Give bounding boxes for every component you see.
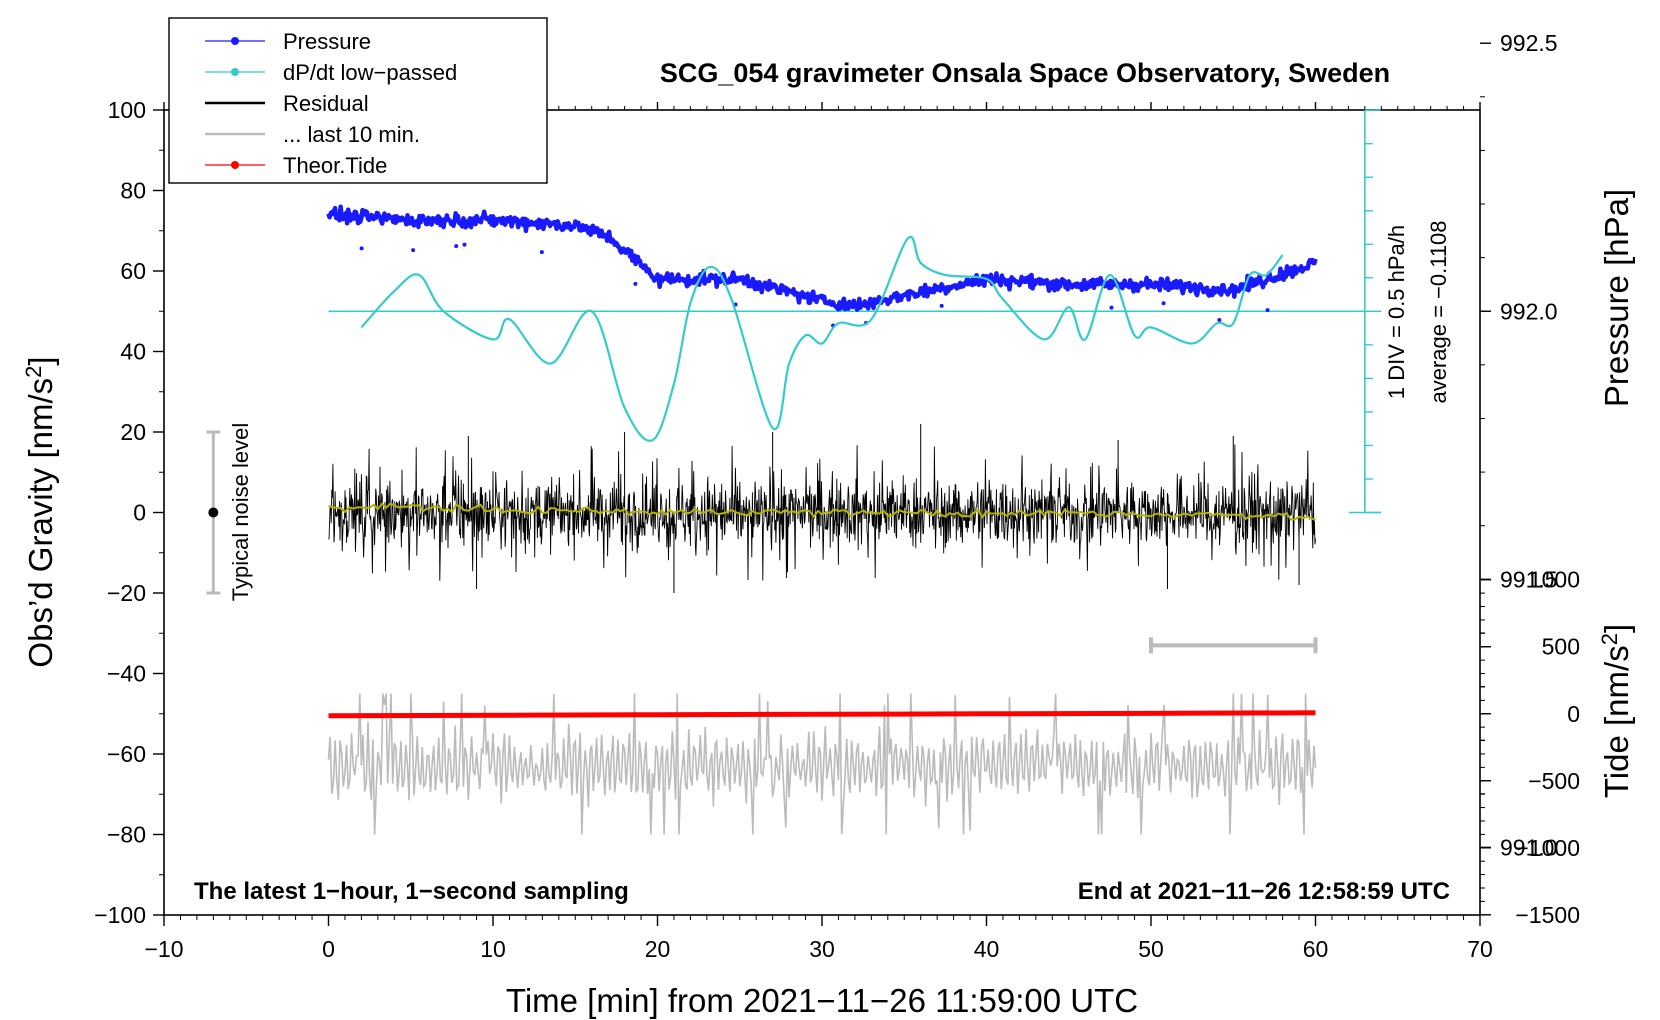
x-tick-label: −10 (144, 936, 183, 962)
pressure-outlier-dot (539, 250, 544, 255)
tide-tick-label: −500 (1528, 768, 1580, 794)
y-tick-label: −80 (107, 822, 146, 848)
y-tick-label: 60 (120, 258, 146, 284)
y-tick-label: 80 (120, 178, 146, 204)
legend: Pressure dP/dt low−passed Residual ... last… (168, 17, 548, 184)
corner-label-right: End at 2021−11−26 12:58:59 UTC (1078, 878, 1450, 905)
pressure-outlier-dot (1109, 305, 1114, 310)
pressure-outlier-dot (462, 242, 467, 247)
pressure-tick-label: 992.5 (1500, 30, 1558, 56)
y-tick-label: 40 (120, 339, 146, 365)
pressure-outlier-dot (1161, 301, 1166, 306)
x-axis-label: Time [min] from 2021−11−26 11:59:00 UTC (506, 982, 1138, 1019)
series-dpdt (360, 235, 1284, 442)
legend-label-1: dP/dt low−passed (283, 60, 457, 85)
tide-tick-label: 1000 (1529, 567, 1580, 593)
series-layer (206, 109, 1382, 835)
legend-label-2: Residual (283, 91, 369, 116)
x-tick-label: 50 (1138, 936, 1164, 962)
y-axis-label-tail: ] (22, 356, 59, 365)
legend-label-0: Pressure (283, 29, 371, 54)
legend-label-4: Theor.Tide (283, 153, 387, 178)
x-tick-label: 10 (480, 936, 506, 962)
y-axis-label-sup: 2 (21, 366, 46, 378)
pressure-tick-label: 991.5 (1500, 566, 1558, 592)
pressure-outlier-dot (939, 303, 944, 308)
legend-dot-4 (231, 161, 239, 169)
series-residual-smoothed (328, 502, 1316, 521)
y-tick-label: −40 (107, 661, 146, 687)
y-tick-label: −100 (94, 902, 146, 928)
tide-axis-label-sup: 2 (1597, 633, 1622, 645)
tide-axis-label-tail: ] (1598, 624, 1635, 633)
y-tick-label: −20 (107, 580, 146, 606)
legend-label-3: ... last 10 min. (283, 122, 420, 147)
x-tick-label: 40 (974, 936, 1000, 962)
corner-label-left: The latest 1−hour, 1−second sampling (194, 878, 629, 905)
pressure-tick-label: 992.0 (1500, 298, 1558, 324)
x-tick-label: 30 (809, 936, 835, 962)
series-last-10min (327, 693, 1317, 835)
pressure-tick-label: 991.0 (1500, 834, 1558, 860)
legend-dot-0 (231, 37, 239, 45)
dpdt-average-label: average = −0.1108 (1426, 220, 1451, 403)
y-tick-label: 0 (133, 500, 146, 526)
chart-title: SCG_054 gravimeter Onsala Space Observat… (660, 58, 1390, 88)
legend-dot-1 (231, 68, 239, 76)
pressure-outlier-dot (454, 244, 459, 249)
pressure-axis-label: Pressure [hPa] (1598, 189, 1635, 407)
pressure-outlier-dot (411, 248, 416, 253)
x-tick-label: 60 (1303, 936, 1329, 962)
noise-level-center (208, 507, 219, 518)
noise-level-label: Typical noise level (228, 423, 253, 602)
tide-axis-label: Tide [nm/s2] (1597, 624, 1635, 798)
pressure-outlier-dot (359, 246, 364, 251)
dpdt-scale-label: 1 DIV = 0.5 hPa/h (1384, 225, 1409, 399)
y-axis-label-main: Obs’d Gravity [nm/s (22, 378, 59, 668)
y-axis-label: Obs’d Gravity [nm/s2] (21, 356, 59, 667)
series-theor-tide (328, 710, 1316, 719)
y-tick-label: 100 (108, 97, 146, 123)
x-tick-label: 20 (645, 936, 671, 962)
tide-axis-label-main: Tide [nm/s (1598, 645, 1635, 798)
pressure-outlier-dot (1217, 318, 1222, 323)
legend-box (168, 17, 548, 184)
y-tick-label: 20 (120, 419, 146, 445)
pressure-outlier-dot (1265, 308, 1270, 313)
tide-tick-label: 500 (1542, 634, 1580, 660)
axis-ticks: −10 0 10 20 30 40 50 60 70−100−80−60−40−20020406… (94, 30, 1580, 962)
tide-tick-label: 0 (1567, 701, 1580, 727)
tide-tick-label: −1500 (1515, 902, 1580, 928)
pressure-outlier-dot (633, 281, 638, 286)
x-tick-label: 70 (1467, 936, 1493, 962)
legend-items: Pressure dP/dt low−passed Residual ... last… (205, 29, 457, 178)
x-tick-label: 0 (322, 936, 335, 962)
tide-tick-label: −1000 (1515, 835, 1580, 861)
series-pressure (326, 204, 1318, 312)
y-tick-label: −60 (107, 741, 146, 767)
